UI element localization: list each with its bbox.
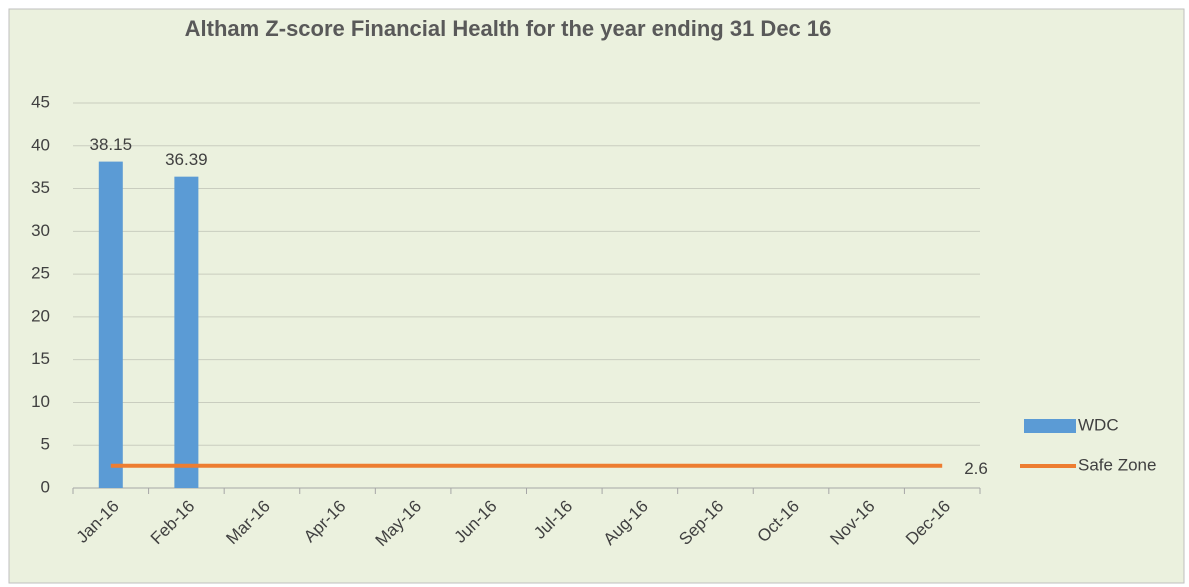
y-tick-label: 5 — [41, 435, 50, 454]
y-tick-label: 40 — [31, 135, 50, 154]
y-tick-label: 0 — [41, 477, 50, 496]
y-tick-label: 20 — [31, 306, 50, 325]
legend-label: Safe Zone — [1078, 455, 1156, 474]
bar — [98, 161, 123, 488]
legend-swatch — [1024, 419, 1076, 433]
legend-label: WDC — [1078, 415, 1119, 434]
y-tick-label: 10 — [31, 392, 50, 411]
y-tick-label: 45 — [31, 92, 50, 111]
chart-area — [8, 8, 1185, 584]
y-tick-label: 25 — [31, 264, 50, 283]
y-tick-label: 30 — [31, 221, 50, 240]
chart-title: Altham Z-score Financial Health for the … — [185, 16, 832, 41]
data-label: 36.39 — [165, 150, 208, 169]
data-label: 2.6 — [964, 459, 988, 478]
data-label: 38.15 — [90, 135, 133, 154]
bar — [174, 176, 199, 488]
y-tick-label: 35 — [31, 178, 50, 197]
y-tick-label: 15 — [31, 349, 50, 368]
